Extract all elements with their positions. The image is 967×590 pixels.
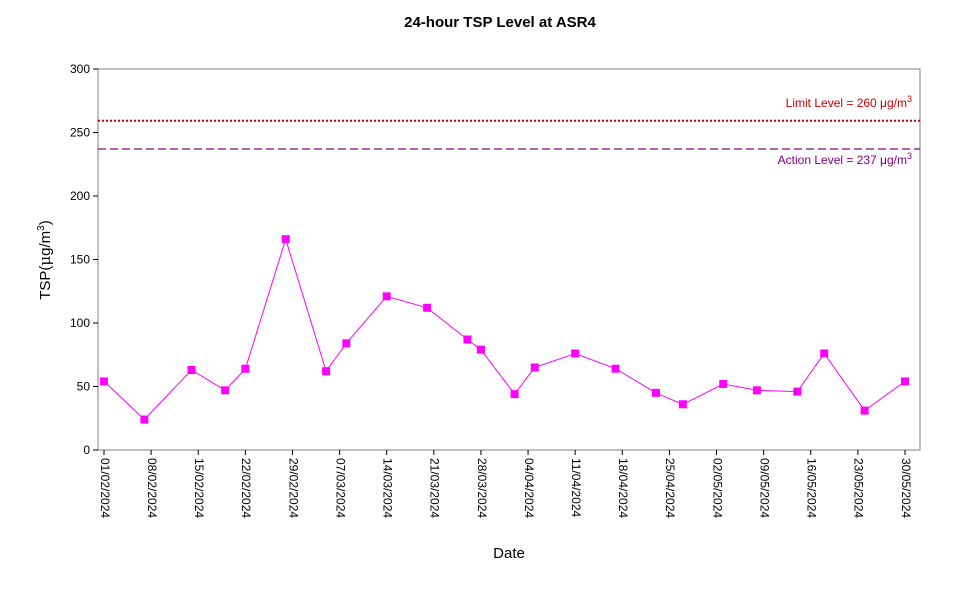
data-point-marker — [820, 349, 829, 358]
data-point-marker — [382, 292, 391, 301]
x-tick-label: 16/05/2024 — [805, 458, 819, 518]
data-point-marker — [571, 349, 580, 358]
data-point-marker — [322, 367, 331, 376]
data-point-marker — [423, 303, 432, 312]
y-tick-label: 100 — [70, 316, 90, 330]
x-tick-label: 18/04/2024 — [616, 458, 630, 518]
x-axis: 01/02/2024 08/02/2024 15/02/2024 22/02/2024… — [98, 450, 913, 518]
x-tick-label: 15/02/2024 — [192, 458, 206, 518]
data-point-marker — [651, 388, 660, 397]
chart-title: 24-hour TSP Level at ASR4 — [404, 14, 596, 31]
data-point-marker — [281, 235, 290, 244]
data-point-marker — [342, 339, 351, 348]
data-point-marker — [510, 390, 519, 399]
action-level-label: Action Level = 237 μg/m3 — [778, 151, 912, 167]
y-tick-label: 0 — [83, 443, 90, 457]
series-group — [100, 235, 909, 424]
data-point-marker — [719, 379, 728, 388]
data-point-marker — [221, 386, 230, 395]
y-axis-label: TSP(μg/m3) — [36, 220, 54, 300]
x-tick-label: 28/03/2024 — [475, 458, 489, 518]
data-point-marker — [678, 400, 687, 409]
y-tick-label: 250 — [70, 126, 90, 140]
data-point-marker — [463, 335, 472, 344]
data-point-marker — [140, 415, 149, 424]
y-axis: 0 50 100 150 200 250 300 — [70, 62, 98, 457]
y-tick-label: 200 — [70, 189, 90, 203]
x-tick-label: 21/03/2024 — [428, 458, 442, 518]
y-tick-label: 50 — [77, 380, 91, 394]
data-point-marker — [100, 377, 108, 386]
x-tick-label: 02/05/2024 — [710, 458, 724, 518]
x-tick-label: 04/04/2024 — [522, 458, 536, 518]
data-point-marker — [187, 365, 196, 374]
x-tick-label: 25/04/2024 — [663, 458, 677, 518]
x-tick-label: 14/03/2024 — [381, 458, 395, 518]
data-point-marker — [241, 364, 250, 373]
x-tick-label: 07/03/2024 — [333, 458, 347, 518]
data-point-marker — [476, 345, 485, 354]
data-point-marker — [901, 377, 909, 386]
data-point-marker — [752, 386, 761, 395]
y-tick-label: 300 — [70, 62, 90, 76]
data-point-marker — [860, 406, 869, 415]
data-point-marker — [611, 364, 620, 373]
x-tick-label: 08/02/2024 — [145, 458, 159, 518]
x-tick-label: 11/04/2024 — [569, 458, 583, 517]
x-tick-label: 29/02/2024 — [286, 458, 300, 518]
x-tick-label: 09/05/2024 — [757, 458, 771, 518]
data-point-marker — [793, 387, 802, 396]
x-tick-label: 23/05/2024 — [852, 458, 866, 518]
y-tick-label: 150 — [70, 253, 90, 267]
reference-lines: Limit Level = 260 μg/m3 Action Level = 23… — [98, 94, 920, 167]
x-axis-label: Date — [493, 545, 525, 562]
x-tick-label: 22/02/2024 — [239, 458, 253, 518]
x-tick-label: 01/02/2024 — [98, 458, 112, 518]
x-tick-label: 30/05/2024 — [899, 458, 913, 518]
data-point-marker — [530, 363, 539, 372]
limit-level-label: Limit Level = 260 μg/m3 — [786, 94, 912, 110]
